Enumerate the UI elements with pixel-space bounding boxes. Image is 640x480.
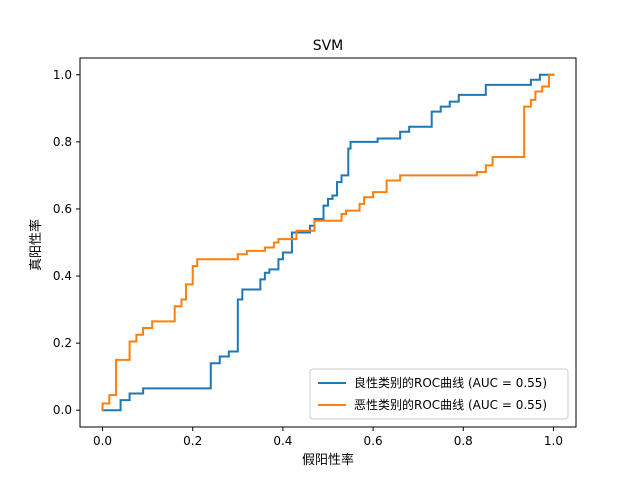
y-tick-label: 0.2: [53, 336, 72, 350]
chart-title: SVM: [313, 38, 344, 54]
x-tick-label: 0.8: [454, 434, 473, 448]
x-tick-label: 0.0: [93, 434, 112, 448]
y-axis-label: 真阳性率: [28, 219, 44, 271]
x-tick-label: 0.6: [364, 434, 383, 448]
axes-frame: [79, 57, 577, 428]
x-tick-label: 0.2: [183, 434, 202, 448]
legend: 良性类别的ROC曲线 (AUC = 0.55) 恶性类别的ROC曲线 (AUC =…: [309, 368, 569, 420]
y-tick-label: 0.4: [53, 269, 72, 283]
y-tick-label: 1.0: [53, 68, 72, 82]
plot-area: 0.0 0.2 0.4 0.6 0.8 1.0 0.0 0.2 0.4 0.6 0.8 1.0: [53, 57, 577, 448]
x-tick-label: 1.0: [544, 434, 563, 448]
y-tick-label: 0.0: [53, 403, 72, 417]
legend-label-1: 良性类别的ROC曲线 (AUC = 0.55): [354, 375, 547, 390]
x-axis-label: 假阳性率: [302, 452, 354, 468]
series-line-2: [101, 73, 555, 412]
legend-box: [309, 368, 569, 420]
series-line-1: [101, 73, 555, 412]
x-tick-label: 0.4: [273, 434, 292, 448]
y-tick-label: 0.8: [53, 135, 72, 149]
y-tick-label: 0.6: [53, 202, 72, 216]
legend-label-2: 恶性类别的ROC曲线 (AUC = 0.55): [354, 397, 547, 412]
